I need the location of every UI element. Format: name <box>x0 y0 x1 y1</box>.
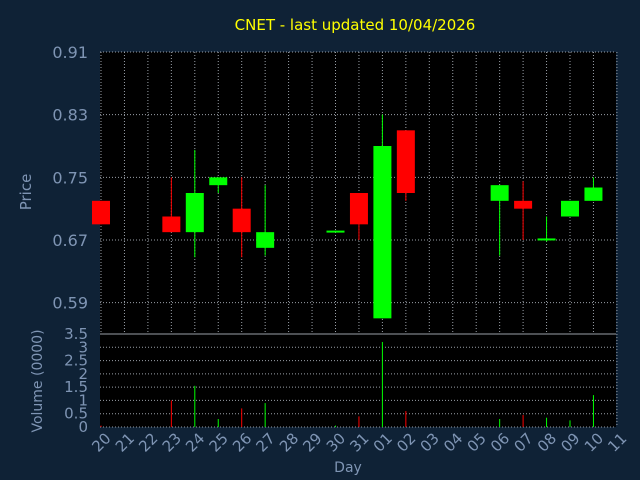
price-tick-label: 0.75 <box>52 168 88 187</box>
volume-tick-label: 0.5 <box>64 405 88 423</box>
x-axis-label: Day <box>334 460 362 476</box>
candle-body <box>349 193 368 225</box>
x-tick-labels: 2021222324252627282930310102030405060708… <box>88 429 630 455</box>
volume-plot-area <box>100 334 616 427</box>
candle-body <box>326 230 345 233</box>
volume-tick-label: 0 <box>78 418 88 436</box>
volume-panel: 00.511.522.533.5 Volume (0000) <box>30 325 616 436</box>
price-tick-label: 0.67 <box>52 231 88 250</box>
candle-body <box>162 216 181 233</box>
price-tick-labels: 0.59 0.67 0.75 0.83 0.91 <box>52 43 88 313</box>
candle-body <box>92 200 110 225</box>
candle-body <box>584 187 603 201</box>
chart-title: CNET - last updated 10/04/2026 <box>235 16 476 34</box>
candle-body <box>256 232 275 248</box>
price-tick-label: 0.83 <box>52 106 88 125</box>
volume-tick-label: 3 <box>78 338 88 356</box>
candle-body <box>490 185 509 201</box>
volume-axis-label: Volume (0000) <box>30 329 46 432</box>
candle-body <box>232 208 251 233</box>
candle-body <box>396 130 415 193</box>
candle-body <box>209 177 228 186</box>
price-tick-label: 0.91 <box>52 43 88 62</box>
volume-tick-label: 1 <box>78 391 88 409</box>
price-axis-label: Price <box>17 174 35 211</box>
volume-tick-label: 2 <box>78 365 88 383</box>
volume-bars <box>100 341 594 427</box>
candle-body <box>514 200 533 209</box>
candle-body <box>373 146 392 319</box>
candle-body <box>537 238 556 241</box>
price-tick-label: 0.59 <box>52 294 88 313</box>
volume-tick-label: 2.5 <box>64 352 88 370</box>
volume-tick-label: 1.5 <box>64 378 88 396</box>
volume-tick-label: 3.5 <box>64 325 88 343</box>
price-candles <box>92 114 603 319</box>
candle-body <box>185 193 204 233</box>
volume-tick-labels: 00.511.522.533.5 <box>64 325 88 436</box>
candle-body <box>561 200 579 217</box>
